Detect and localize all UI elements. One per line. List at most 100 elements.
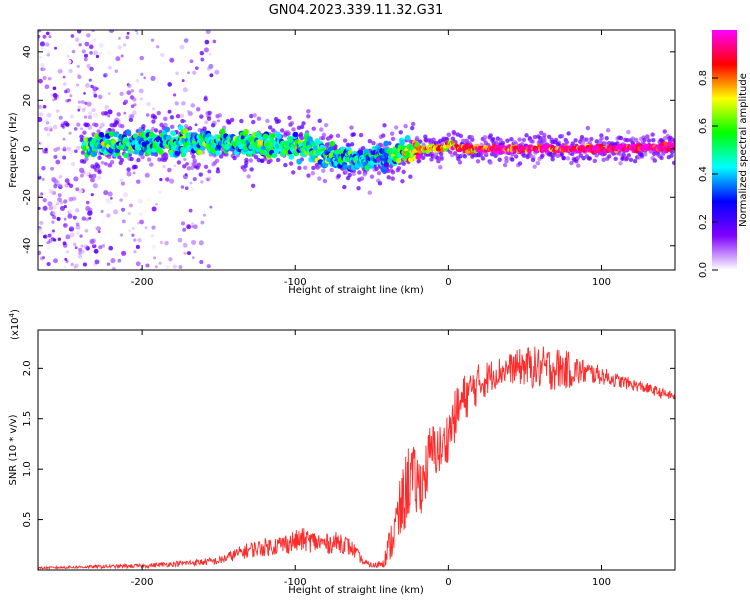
colorbar-tick-label: 0.6 (698, 118, 709, 134)
spectrogram-halo-point (322, 178, 328, 184)
spectrogram-halo-point (256, 116, 262, 121)
spectrogram-halo-point (151, 119, 156, 124)
figure-title: GN04.2023.339.11.32.G31 (269, 3, 444, 18)
spectrogram-noise-point (180, 221, 186, 226)
spectrogram-noise-point (140, 97, 143, 101)
spectrogram-trace-point (98, 131, 105, 138)
spectrogram-y-axis-label: Frequency (Hz) (8, 112, 19, 188)
spectrogram-halo-point (321, 132, 327, 138)
spectrogram-noise-point (62, 137, 66, 141)
spectrogram-halo-point (573, 138, 578, 143)
spectrogram-noise-point (96, 175, 102, 181)
spectrogram-halo-point (410, 125, 415, 131)
spectrogram-trace-point (108, 131, 115, 137)
spectrogram-halo-point (356, 185, 361, 191)
spectrogram-noise-point (91, 173, 97, 179)
spectrogram-noise-point (122, 43, 127, 47)
spectrogram-noise-point (167, 82, 172, 87)
spectrogram-noise-point (77, 74, 82, 80)
spectrogram-halo-point (602, 140, 607, 146)
spectrogram-noise-point (77, 108, 81, 112)
spectrogram-halo-point (400, 179, 405, 184)
spectrogram-halo-point (217, 113, 223, 118)
spectrogram-noise-point (53, 258, 58, 264)
spectrogram-noise-point (188, 208, 193, 213)
spectrogram-noise-point (62, 243, 68, 248)
spectrogram-noise-point (46, 132, 51, 137)
spectrogram-trace-point (672, 142, 675, 148)
spectrogram-noise-point (67, 59, 72, 64)
spectrogram-trace-point (146, 148, 152, 155)
spectrogram-noise-point (187, 71, 190, 75)
spectrogram-noise-point (90, 238, 96, 244)
spectrogram-halo-point (669, 149, 675, 155)
spectrogram-noise-point (77, 100, 81, 104)
spectrogram-noise-point (42, 53, 47, 58)
spectrogram-trace-point (182, 128, 189, 134)
spectrogram-noise-point (42, 148, 47, 154)
spectrogram-noise-point (70, 161, 76, 167)
spectrogram-halo-point (632, 159, 638, 164)
spectrogram-halo-point (367, 138, 372, 144)
spectrogram-halo-point (239, 118, 244, 124)
spectrogram-halo-point (152, 115, 158, 120)
spectrogram-trace-point (269, 133, 276, 139)
spectrogram-noise-point (54, 195, 58, 198)
snr-x-ticks: -200 -100 0 100 (131, 330, 611, 588)
spectrogram-halo-point (569, 160, 574, 166)
spectrogram-noise-point (206, 177, 210, 182)
spectrogram-noise-point (156, 45, 160, 49)
spectrogram-noise-point (155, 202, 158, 206)
spectrogram-noise-point (139, 55, 144, 61)
spectrogram-halo-point (316, 163, 322, 169)
spectrogram-noise-point (91, 107, 96, 113)
colorbar-fill (712, 30, 737, 270)
spectrogram-noise-point (98, 51, 103, 56)
spectrogram-noise-point (92, 38, 97, 42)
spectrogram-halo-point (369, 174, 375, 179)
spectrogram-noise-point (63, 199, 68, 204)
spectrogram-halo-point (289, 120, 295, 126)
spectrogram-halo-point (452, 151, 458, 156)
spectrogram-noise-point (55, 202, 60, 206)
spectrogram-noise-point (39, 112, 44, 117)
spectrogram-halo-point (357, 170, 362, 175)
spectrogram-noise-point (87, 115, 92, 120)
spectrogram-halo-point (669, 153, 674, 158)
spectrogram-halo-point (532, 134, 538, 140)
spectrogram-noise-point (126, 171, 132, 177)
spectrogram-halo-point (618, 160, 623, 166)
spectrogram-noise-point (62, 146, 66, 150)
spectrogram-trace-point (166, 134, 172, 141)
spectrogram-trace-point (399, 140, 405, 146)
spectrogram-halo-point (276, 118, 282, 124)
spectrogram-halo-point (128, 117, 134, 123)
spectrogram-noise-point (100, 219, 106, 225)
spectrogram-noise-point (75, 145, 81, 151)
spectrogram-noise-point (100, 122, 105, 128)
spectrogram-noise-point (79, 173, 84, 178)
spectrogram-noise-point (72, 215, 77, 220)
spectrogram-trace-point (257, 139, 264, 145)
spectrogram-noise-point (144, 226, 148, 230)
spectrogram-halo-point (382, 123, 387, 128)
spectrogram-noise-point (217, 119, 220, 123)
spectrogram-halo-point (626, 129, 631, 135)
spectrogram-halo-point (323, 122, 329, 128)
spectrogram-halo-point (438, 151, 444, 157)
spectrogram-noise-point (68, 68, 73, 74)
spectrogram-halo-point (336, 173, 342, 179)
spectrogram-halo-point (587, 156, 593, 161)
spectrogram-noise-point (48, 125, 53, 131)
spectrogram-noise-point (40, 231, 44, 235)
spectrogram-noise-point (93, 248, 99, 254)
spectrogram-noise-point (57, 65, 63, 71)
spectrogram-noise-point (117, 258, 122, 263)
spectrogram-halo-point (561, 156, 566, 161)
spectrogram-halo-point (85, 122, 90, 127)
spectrogram-noise-point (84, 41, 90, 47)
spectrogram-noise-point (77, 188, 83, 194)
spectrogram-noise-point (46, 116, 52, 122)
spectrogram-noise-point (94, 259, 100, 265)
spectrogram-noise-point (98, 94, 103, 100)
